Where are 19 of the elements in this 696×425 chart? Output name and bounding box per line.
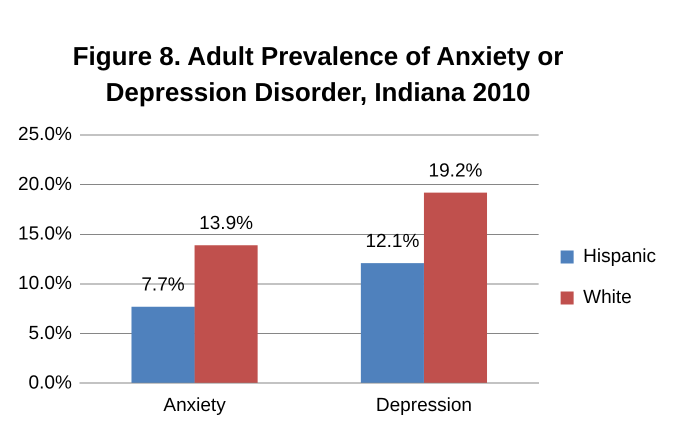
- bar: [424, 192, 488, 383]
- data-label: 12.1%: [365, 230, 420, 252]
- bar: [194, 245, 258, 383]
- y-tick-label: 10.0%: [18, 273, 72, 294]
- y-tick-label: 25.0%: [18, 124, 72, 146]
- y-tick-label: 15.0%: [18, 224, 72, 245]
- bar: [131, 306, 195, 383]
- data-label: 19.2%: [428, 160, 483, 182]
- chart-title: Figure 8. Adult Prevalence of Anxiety or Depression Disorder, Indiana 2010: [72, 40, 564, 109]
- y-tick-label: 0.0%: [28, 372, 72, 394]
- data-label: 13.9%: [199, 212, 254, 234]
- legend-label: Hispanic: [583, 246, 656, 268]
- x-tick-label: Depression: [376, 394, 472, 416]
- legend-label: White: [583, 287, 632, 308]
- y-tick-label: 20.0%: [18, 174, 72, 195]
- data-label: 7.7%: [141, 274, 185, 296]
- y-tick-label: 5.0%: [28, 322, 72, 344]
- bar: [360, 263, 424, 383]
- x-tick-label: Anxiety: [163, 394, 226, 416]
